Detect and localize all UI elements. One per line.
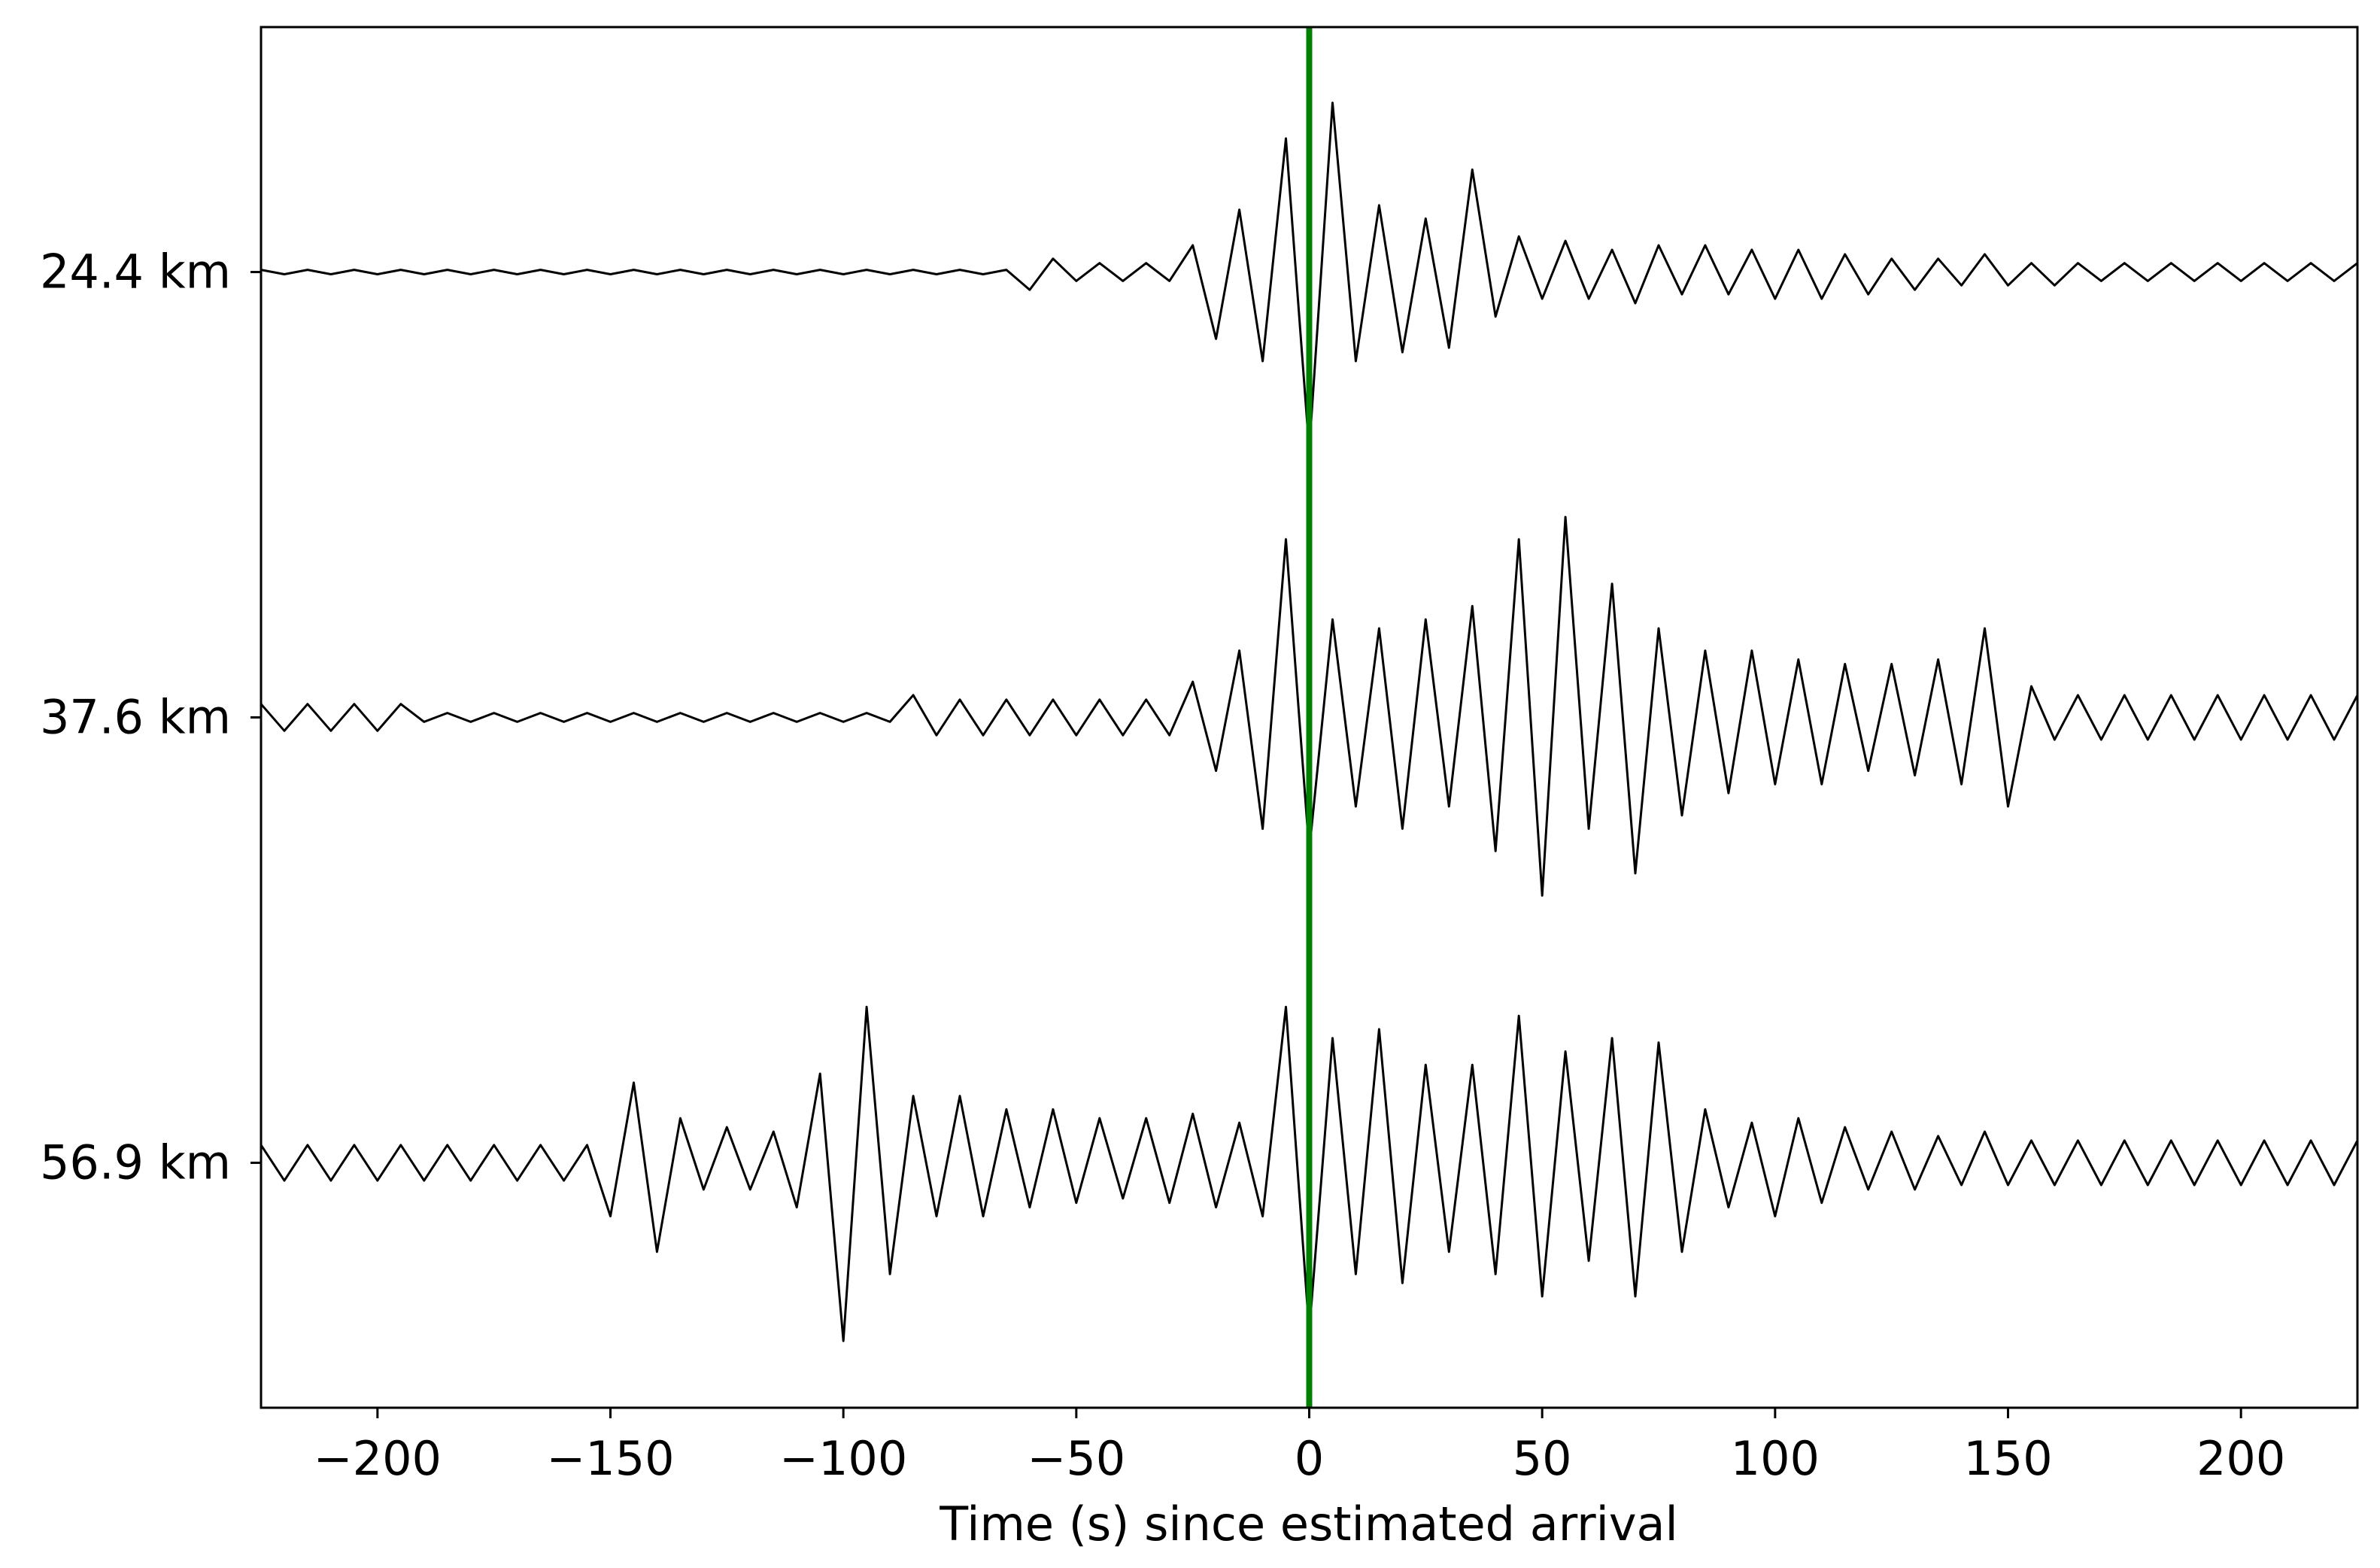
x-tick-label: −200	[314, 1431, 442, 1486]
x-tick-label: −150	[546, 1431, 674, 1486]
x-tick-label: −50	[1027, 1431, 1125, 1486]
x-tick-label: 0	[1295, 1431, 1324, 1486]
x-tick-label: 50	[1513, 1431, 1572, 1486]
x-tick-label: 100	[1731, 1431, 1820, 1486]
plot-frame	[260, 26, 2359, 1409]
y-tick-label: 24.4 km	[40, 245, 231, 299]
y-tick-label: 56.9 km	[40, 1135, 231, 1190]
x-axis-label: Time (s) since estimated arrival	[939, 1497, 1678, 1551]
y-tick-label: 37.6 km	[40, 690, 231, 745]
x-tick-label: 150	[1963, 1431, 2052, 1486]
x-tick-label: 200	[2196, 1431, 2285, 1486]
x-tick-label: −100	[779, 1431, 907, 1486]
